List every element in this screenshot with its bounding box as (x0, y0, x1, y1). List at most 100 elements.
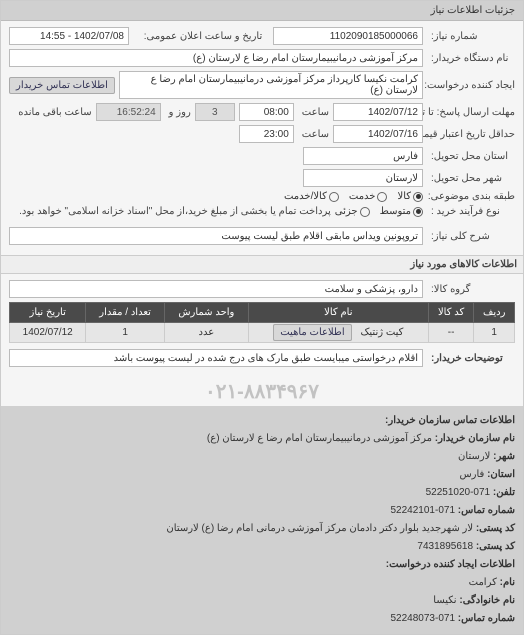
creator-contact-header: اطلاعات ایجاد کننده درخواست: (9, 556, 515, 574)
cell-name-text: کیت ژنتیک (360, 327, 403, 338)
radio-service-label: خدمت (349, 191, 376, 202)
province-value: فارس (303, 147, 423, 165)
device-value: مرکز آموزشی درمانیبیمارستان امام رضا ع ل… (9, 49, 423, 67)
nature-info-button[interactable]: اطلاعات ماهیت (273, 324, 351, 341)
c-city-value: لارستان (458, 451, 490, 462)
col-unit: واحد شمارش (164, 303, 248, 323)
radio-icon (377, 192, 387, 202)
validity-label: حداقل تاریخ اعتبار قیمت: تا تاریخ: (427, 129, 515, 140)
items-section-header: اطلاعات کالاهای مورد نیاز (1, 255, 523, 274)
deadline-time: 08:00 (239, 103, 294, 121)
watermark-phone: ۰۲۱-۸۸۳۴۹۶۷ (1, 377, 523, 406)
process-note: پرداخت تمام یا بخشی از مبلغ خرید،از محل … (9, 206, 331, 217)
group-label: گروه کالا: (427, 284, 515, 295)
table-header-row: ردیف کد کالا نام کالا واحد شمارش تعداد /… (10, 303, 515, 323)
c-fax-value: 071-52242101 (390, 505, 455, 516)
contact-province: استان: فارس (9, 466, 515, 484)
radio-goods-service[interactable]: کالا/خدمت (284, 191, 339, 202)
radio-mid-label: متوسط (380, 206, 411, 217)
cell-index: 1 (474, 323, 515, 343)
table-row: 1 -- کیت ژنتیک اطلاعات ماهیت عدد 1 1402/… (10, 323, 515, 343)
contact-info-button[interactable]: اطلاعات تماس خریدار (9, 77, 115, 94)
items-table: ردیف کد کالا نام کالا واحد شمارش تعداد /… (9, 302, 515, 343)
time-label-1: ساعت (298, 107, 329, 118)
details-panel: جزئیات اطلاعات نیاز شماره نیاز: 11020901… (0, 0, 524, 635)
number-value: 1102090185000066 (273, 27, 423, 45)
cell-qty: 1 (86, 323, 164, 343)
col-qty: تعداد / مقدار (86, 303, 164, 323)
c-tel-value: 071-52251020 (426, 487, 491, 498)
process-label: نوع فرآیند خرید : (427, 206, 515, 217)
c-name-label: نام: (500, 577, 515, 588)
c-postal-value: لار شهرجدید بلوار دکتر دادمان مرکز آموزش… (166, 523, 473, 534)
classify-radio-group: کالا خدمت کالا/خدمت (284, 191, 423, 202)
datetime-value: 1402/07/08 - 14:55 (9, 27, 129, 45)
c-phone-label: شماره تماس: (458, 613, 515, 624)
c-name-value: کرامت (469, 577, 497, 588)
contact-fax: شماره تماس: 071-52242101 (9, 502, 515, 520)
days-label: روز و (165, 107, 191, 118)
panel-title: جزئیات اطلاعات نیاز (1, 1, 523, 21)
radio-mid[interactable]: متوسط (380, 206, 423, 217)
c-province-label: استان: (487, 469, 515, 480)
contact-phone: شماره تماس: 071-52248073 (9, 610, 515, 628)
c-city-label: شهر: (493, 451, 515, 462)
radio-partial[interactable]: جزئی (335, 206, 370, 217)
radio-icon (413, 207, 423, 217)
c-family-value: نکیسا (433, 595, 456, 606)
cell-code: -- (428, 323, 474, 343)
contact-tel: تلفن: 071-52251020 (9, 484, 515, 502)
org-value: مرکز آموزشی درمانیبیمارستان امام رضا ع ل… (207, 433, 432, 444)
desc-value: تروپونین ویداس مابقی اقلام طبق لیست پیوس… (9, 227, 423, 245)
device-label: نام دستگاه خریدار: (427, 53, 515, 64)
process-radio-group: متوسط جزئی (335, 206, 423, 217)
time-remain: 16:52:24 (96, 103, 161, 121)
buyer-note-label: توضیحات خریدار: (427, 353, 515, 364)
contact-city: شهر: لارستان (9, 448, 515, 466)
col-row: ردیف (474, 303, 515, 323)
col-code: کد کالا (428, 303, 474, 323)
contact-postalcode: کد پستی: 7431895618 (9, 538, 515, 556)
contact-postal: کد پستی: لار شهرجدید بلوار دکتر دادمان م… (9, 520, 515, 538)
col-date: تاریخ نیاز (10, 303, 86, 323)
col-name: نام کالا (248, 303, 428, 323)
radio-icon (329, 192, 339, 202)
desc-label: شرح کلی نیاز: (427, 231, 515, 242)
creator-value: کرامت نکیسا کارپرداز مرکز آموزشی درمانیب… (119, 71, 423, 99)
contact-section: اطلاعات تماس سازمان خریدار: نام سازمان خ… (1, 406, 523, 634)
radio-partial-label: جزئی (335, 206, 358, 217)
time-label-2: ساعت (298, 129, 329, 140)
radio-icon (413, 192, 423, 202)
c-province-value: فارس (459, 469, 484, 480)
c-tel-label: تلفن: (493, 487, 515, 498)
remain-label: ساعت باقی مانده (14, 107, 91, 118)
contact-org: نام سازمان خریدار: مرکز آموزشی درمانیبیم… (9, 430, 515, 448)
contact-header: اطلاعات تماس سازمان خریدار: (9, 412, 515, 430)
c-phone-value: 071-52248073 (390, 613, 455, 624)
c-postal-label: کد پستی: (476, 523, 515, 534)
days-remain: 3 (195, 103, 235, 121)
contact-family: نام خانوادگی: نکیسا (9, 592, 515, 610)
contact-name: نام: کرامت (9, 574, 515, 592)
buyer-note-value: اقلام درخواستی میبایست طبق مارک های درج … (9, 349, 423, 367)
radio-service[interactable]: خدمت (349, 191, 388, 202)
group-value: دارو، پزشکی و سلامت (9, 280, 423, 298)
radio-goods[interactable]: کالا (397, 191, 423, 202)
c-postalcode-label: کد پستی: (476, 541, 515, 552)
radio-goods-service-label: کالا/خدمت (284, 191, 327, 202)
c-postalcode-value: 7431895618 (417, 541, 473, 552)
city-value: لارستان (303, 169, 423, 187)
validity-time: 23:00 (239, 125, 294, 143)
radio-goods-label: کالا (397, 191, 411, 202)
creator-label: ایجاد کننده درخواست: (427, 80, 515, 91)
validity-date: 1402/07/16 (333, 125, 423, 143)
org-label: نام سازمان خریدار: (435, 433, 515, 444)
cell-unit: عدد (164, 323, 248, 343)
radio-icon (360, 207, 370, 217)
province-label: استان محل تحویل: (427, 151, 515, 162)
datetime-label: تاریخ و ساعت اعلان عمومی: (133, 31, 269, 42)
deadline-label: مهلت ارسال پاسخ: تا تاریخ: (427, 107, 515, 118)
form-body: شماره نیاز: 1102090185000066 تاریخ و ساع… (1, 21, 523, 255)
deadline-date: 1402/07/12 (333, 103, 423, 121)
classify-label: طبقه بندی موضوعی: (427, 191, 515, 202)
